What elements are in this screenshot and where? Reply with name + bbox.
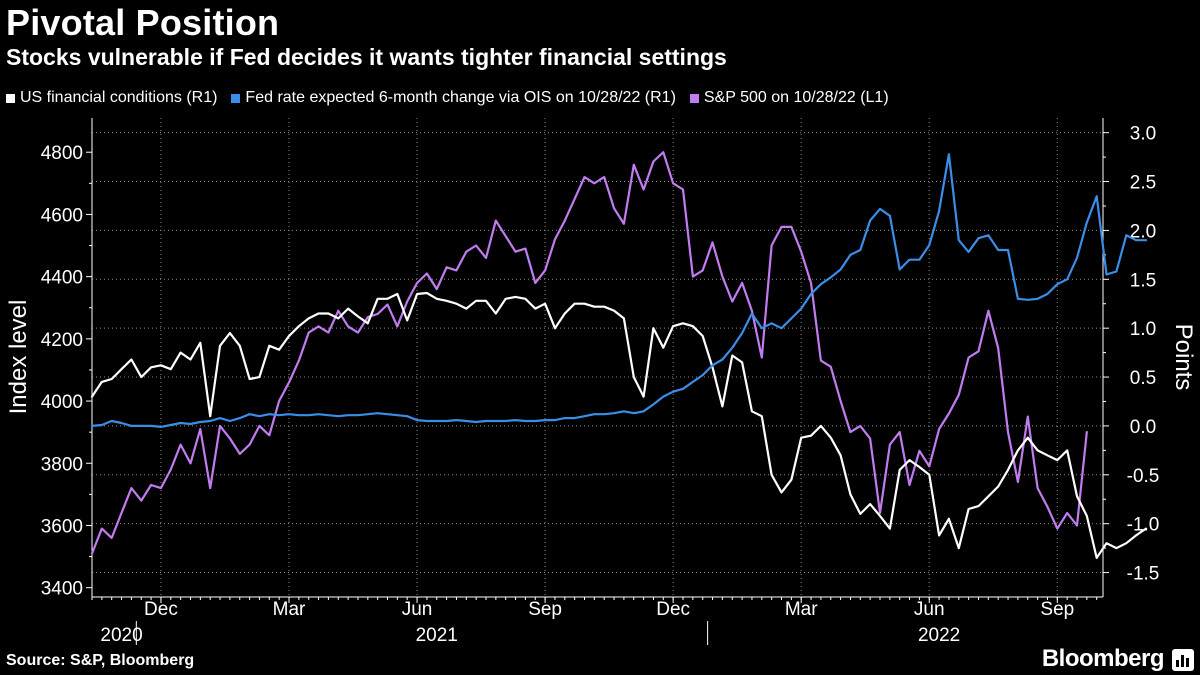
left-axis-tick-label: 4800 xyxy=(41,143,83,164)
right-axis-tick-label: -0.5 xyxy=(1127,466,1160,487)
line-fed-rate xyxy=(90,153,1148,428)
bloomberg-chart-icon xyxy=(1172,649,1194,671)
axes: 3400 3600 3800 4000 4200 4400 4600 4800 -1.5 -1.0… xyxy=(5,118,1197,646)
left-axis-tick-label: 4400 xyxy=(41,268,83,289)
legend-item-fed-rate: Fed rate expected 6-month change via OIS… xyxy=(231,89,676,107)
x-axis-tick-label: Jun xyxy=(914,599,945,620)
line-financial-conditions xyxy=(90,291,1148,560)
right-axis-tick-label: 0.0 xyxy=(1130,417,1156,438)
x-axis-tick-label: Jun xyxy=(402,599,433,620)
left-axis-title: Index level xyxy=(5,300,32,415)
x-axis-tick-label: Dec xyxy=(656,599,690,620)
legend: US financial conditions (R1) Fed rate ex… xyxy=(6,89,889,107)
x-axis-tick-label: Sep xyxy=(528,599,562,620)
chart-subtitle: Stocks vulnerable if Fed decides it want… xyxy=(6,44,727,70)
legend-label-sp500: S&P 500 on 10/28/22 (L1) xyxy=(703,89,889,106)
legend-swatch-financial-conditions xyxy=(6,93,15,103)
right-axis-tick-label: -1.0 xyxy=(1127,515,1160,536)
right-axis-tick-label: 1.5 xyxy=(1130,270,1156,291)
legend-label-fed-rate: Fed rate expected 6-month change via OIS… xyxy=(245,89,676,106)
right-axis-tick-label: 0.5 xyxy=(1130,368,1156,389)
x-axis-year-label: 2022 xyxy=(918,625,960,646)
left-axis-tick-label: 4200 xyxy=(41,330,83,351)
right-axis-tick-label: -1.5 xyxy=(1127,564,1160,585)
series-lines xyxy=(90,151,1148,560)
chart-title: Pivotal Position xyxy=(6,2,280,43)
x-axis-tick-label: Mar xyxy=(785,599,818,620)
legend-item-financial-conditions: US financial conditions (R1) xyxy=(6,89,217,107)
right-axis-tick-label: 2.5 xyxy=(1130,173,1156,194)
left-axis-tick-label: 3600 xyxy=(41,516,83,537)
right-axis-title: Points xyxy=(1170,324,1197,391)
x-axis-tick-label: Dec xyxy=(144,599,178,620)
right-axis-tick-label: 3.0 xyxy=(1130,124,1156,145)
right-axis-tick-label: 1.0 xyxy=(1130,319,1156,340)
legend-swatch-fed-rate xyxy=(231,93,241,103)
left-axis-tick-label: 3400 xyxy=(41,579,83,600)
line-sp500 xyxy=(90,151,1088,555)
legend-label-financial-conditions: US financial conditions (R1) xyxy=(20,89,218,106)
x-axis-year-label: 2020 xyxy=(100,625,142,646)
left-axis-tick-label: 4000 xyxy=(41,392,83,413)
legend-swatch-sp500 xyxy=(689,93,699,103)
right-axis-tick-label: 2.0 xyxy=(1130,221,1156,242)
bloomberg-logo-text: Bloomberg xyxy=(1041,645,1165,672)
x-axis-tick-label: Mar xyxy=(273,599,306,620)
x-axis-year-label: 2021 xyxy=(416,625,458,646)
left-axis-tick-label: 4600 xyxy=(41,205,83,226)
legend-item-sp500: S&P 500 on 10/28/22 (L1) xyxy=(689,89,889,107)
left-axis-tick-label: 3800 xyxy=(41,454,83,475)
source-note: Source: S&P, Bloomberg xyxy=(6,652,195,669)
x-axis-tick-label: Sep xyxy=(1040,599,1074,620)
